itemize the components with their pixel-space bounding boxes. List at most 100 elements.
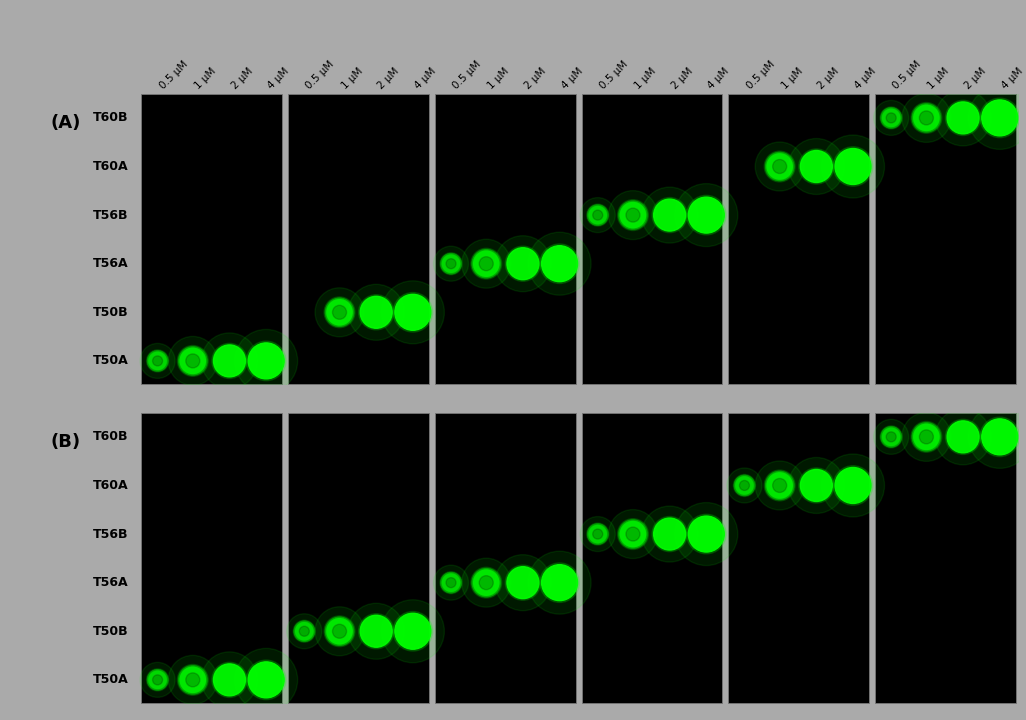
Ellipse shape xyxy=(446,258,456,269)
Ellipse shape xyxy=(946,419,981,454)
Ellipse shape xyxy=(213,345,245,377)
Ellipse shape xyxy=(395,294,431,330)
Ellipse shape xyxy=(911,421,942,452)
Ellipse shape xyxy=(969,86,1026,150)
Ellipse shape xyxy=(822,135,884,198)
Ellipse shape xyxy=(641,187,698,243)
Ellipse shape xyxy=(153,675,162,685)
Ellipse shape xyxy=(886,113,896,123)
Ellipse shape xyxy=(179,666,207,694)
Ellipse shape xyxy=(495,235,551,292)
Ellipse shape xyxy=(315,607,364,656)
Ellipse shape xyxy=(788,457,844,513)
Ellipse shape xyxy=(506,246,541,282)
Ellipse shape xyxy=(874,100,909,135)
Ellipse shape xyxy=(675,184,738,246)
Text: 1 μM: 1 μM xyxy=(340,66,364,91)
Ellipse shape xyxy=(935,409,991,465)
Ellipse shape xyxy=(141,343,175,379)
Ellipse shape xyxy=(755,461,804,510)
Text: 2 μM: 2 μM xyxy=(377,66,401,91)
Text: 0.5 μM: 0.5 μM xyxy=(598,59,630,91)
Text: 2 μM: 2 μM xyxy=(230,66,254,91)
Ellipse shape xyxy=(472,250,501,278)
Ellipse shape xyxy=(471,567,502,598)
Ellipse shape xyxy=(982,419,1018,455)
Ellipse shape xyxy=(881,108,901,128)
Ellipse shape xyxy=(246,341,286,381)
FancyBboxPatch shape xyxy=(142,413,282,703)
FancyBboxPatch shape xyxy=(875,413,1016,703)
Ellipse shape xyxy=(168,336,218,385)
Text: 4 μM: 4 μM xyxy=(999,66,1025,91)
Text: T50B: T50B xyxy=(92,306,128,319)
Ellipse shape xyxy=(764,470,795,501)
FancyBboxPatch shape xyxy=(875,94,1016,384)
Ellipse shape xyxy=(947,102,979,134)
Text: T50A: T50A xyxy=(92,673,128,686)
Ellipse shape xyxy=(248,343,284,379)
Ellipse shape xyxy=(348,284,404,341)
Ellipse shape xyxy=(324,616,355,647)
Ellipse shape xyxy=(765,153,794,181)
Ellipse shape xyxy=(507,567,539,598)
Text: (B): (B) xyxy=(50,433,81,451)
Text: 0.5 μM: 0.5 μM xyxy=(305,59,337,91)
Text: 2 μM: 2 μM xyxy=(963,66,988,91)
Text: T56B: T56B xyxy=(92,209,128,222)
Text: 4 μM: 4 μM xyxy=(412,66,438,91)
Ellipse shape xyxy=(835,148,871,184)
Ellipse shape xyxy=(688,516,724,552)
Ellipse shape xyxy=(880,107,902,129)
Ellipse shape xyxy=(593,210,602,220)
Ellipse shape xyxy=(688,197,724,233)
Text: 0.5 μM: 0.5 μM xyxy=(451,59,483,91)
Ellipse shape xyxy=(980,417,1020,456)
Ellipse shape xyxy=(653,197,687,233)
Ellipse shape xyxy=(441,253,461,274)
Ellipse shape xyxy=(788,138,844,194)
Ellipse shape xyxy=(902,413,951,462)
Ellipse shape xyxy=(393,292,433,332)
Ellipse shape xyxy=(324,297,355,328)
Ellipse shape xyxy=(686,195,726,235)
FancyBboxPatch shape xyxy=(435,413,576,703)
Ellipse shape xyxy=(472,569,501,597)
Text: 1 μM: 1 μM xyxy=(486,66,511,91)
Ellipse shape xyxy=(332,624,347,638)
Ellipse shape xyxy=(446,577,456,588)
Ellipse shape xyxy=(874,419,909,454)
Ellipse shape xyxy=(675,503,738,566)
Ellipse shape xyxy=(148,670,167,690)
Ellipse shape xyxy=(935,90,991,146)
Ellipse shape xyxy=(315,288,364,337)
Ellipse shape xyxy=(822,454,884,517)
Ellipse shape xyxy=(618,518,648,549)
Ellipse shape xyxy=(799,468,834,503)
Ellipse shape xyxy=(886,432,896,442)
Ellipse shape xyxy=(588,524,607,544)
Text: 4 μM: 4 μM xyxy=(266,66,291,91)
Ellipse shape xyxy=(177,665,208,696)
Ellipse shape xyxy=(608,191,658,240)
Ellipse shape xyxy=(287,613,322,649)
Ellipse shape xyxy=(912,423,941,451)
Ellipse shape xyxy=(507,248,539,279)
Ellipse shape xyxy=(618,199,648,230)
Text: T60B: T60B xyxy=(92,112,128,125)
FancyBboxPatch shape xyxy=(288,413,429,703)
Ellipse shape xyxy=(919,111,934,125)
Ellipse shape xyxy=(179,347,207,375)
Ellipse shape xyxy=(581,516,616,552)
Text: 1 μM: 1 μM xyxy=(926,66,951,91)
Ellipse shape xyxy=(348,603,404,660)
Ellipse shape xyxy=(359,613,394,649)
Ellipse shape xyxy=(360,616,392,647)
Ellipse shape xyxy=(587,204,608,226)
Ellipse shape xyxy=(186,673,200,687)
Ellipse shape xyxy=(294,621,314,642)
Ellipse shape xyxy=(686,514,726,554)
FancyBboxPatch shape xyxy=(728,94,869,384)
Ellipse shape xyxy=(833,147,873,186)
Ellipse shape xyxy=(734,474,755,497)
